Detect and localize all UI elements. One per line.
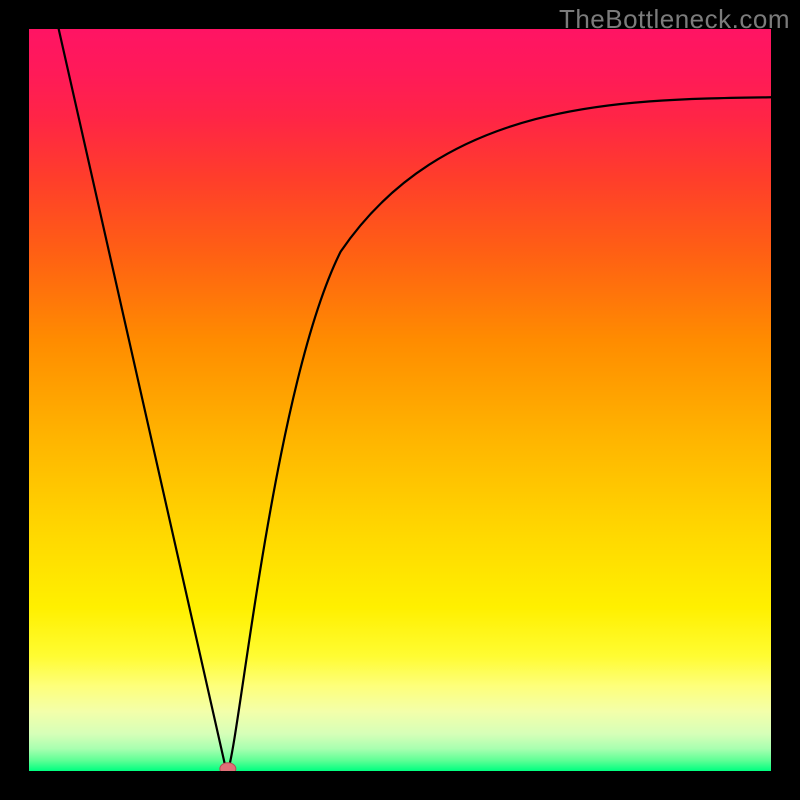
plot-background (29, 29, 771, 771)
chart-container: TheBottleneck.com (0, 0, 800, 800)
bottleneck-chart (0, 0, 800, 800)
